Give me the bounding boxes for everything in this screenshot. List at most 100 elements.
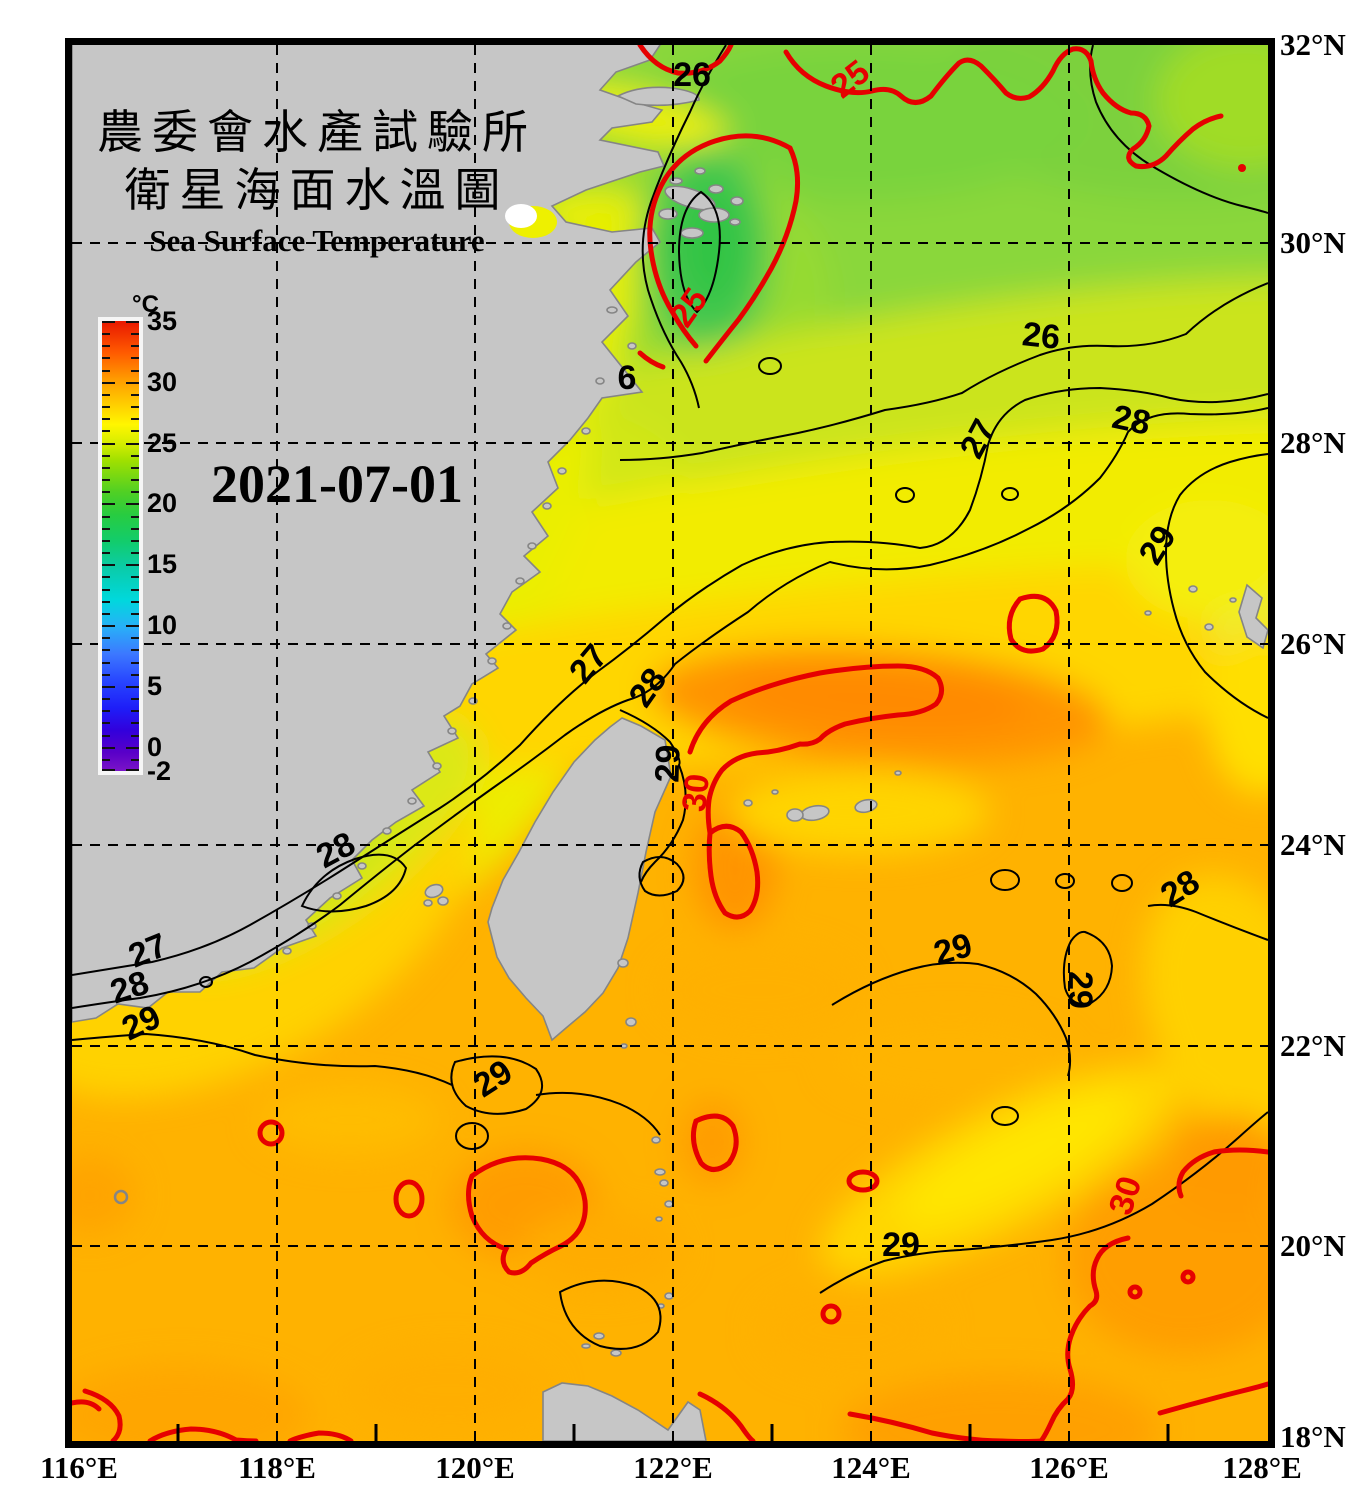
colorbar-tick xyxy=(102,625,115,627)
map-frame: 26 25 25 6 26 27 28 29 27 28 29 30 28 27 28 29 29 29 29 28 2… xyxy=(65,38,1275,1448)
colorbar-tick xyxy=(131,406,139,408)
colorbar-tick xyxy=(102,491,110,493)
colorbar-tick xyxy=(102,528,110,530)
colorbar-tick xyxy=(131,674,139,676)
land-masses xyxy=(72,45,1268,1441)
colorbar-label--2: -2 xyxy=(147,756,172,786)
colorbar-tick xyxy=(131,394,139,396)
colorbar-tick xyxy=(102,552,110,554)
colorbar-label-0: 0 xyxy=(147,731,163,762)
y-axis-label-26°N: 26°N xyxy=(1280,626,1346,661)
colorbar-tick xyxy=(131,479,139,481)
contour-label-26: 26 xyxy=(1020,315,1062,357)
colorbar-tick xyxy=(126,625,139,627)
colorbar-tick xyxy=(102,686,115,688)
y-axis-label-30°N: 30°N xyxy=(1280,225,1346,260)
black-isotherms xyxy=(72,45,1268,1350)
colorbar-tick xyxy=(102,394,110,396)
colorbar-tick xyxy=(126,769,139,771)
x-axis-label-126°E: 126°E xyxy=(1029,1450,1109,1485)
batanes-babuyan-islets xyxy=(581,1136,674,1357)
colorbar-tick xyxy=(126,503,139,505)
colorbar-tick xyxy=(126,686,139,688)
border-ticks xyxy=(176,1424,1170,1441)
x-axis-label-120°E: 120°E xyxy=(435,1450,515,1485)
colorbar-tick xyxy=(102,503,115,505)
colorbar-tick xyxy=(102,637,110,639)
colorbar-tick xyxy=(102,601,110,603)
x-axis-label-116°E: 116°E xyxy=(40,1450,118,1485)
y-axis-label-20°N: 20°N xyxy=(1280,1228,1346,1263)
colorbar-label-35: 35 xyxy=(147,306,178,336)
x-axis-label-122°E: 122°E xyxy=(633,1450,713,1485)
title-zh-line1: 農委會水產試驗所 xyxy=(97,105,537,159)
penghu-islands xyxy=(423,883,449,907)
colorbar-tick xyxy=(131,735,139,737)
map-date: 2021-07-01 xyxy=(211,454,463,514)
colorbar-label-25: 25 xyxy=(147,427,178,458)
luzon-coast xyxy=(542,1382,707,1441)
taiwan-island xyxy=(487,717,672,1042)
colorbar-tick xyxy=(131,637,139,639)
colorbar-tick xyxy=(102,747,115,749)
contour-label-29: 29 xyxy=(648,744,687,783)
colorbar-tick xyxy=(102,430,110,432)
colorbar-tick xyxy=(131,467,139,469)
colorbar-tick xyxy=(131,552,139,554)
colorbar-tick xyxy=(131,601,139,603)
title-block: 農委會水產試驗所 衛星海面水溫圖 Sea Surface Temperature xyxy=(92,103,542,259)
colorbar-tick xyxy=(102,649,110,651)
colorbar-tick xyxy=(102,443,115,445)
colorbar-tick xyxy=(131,357,139,359)
colorbar-tick xyxy=(102,735,110,737)
colorbar-tick xyxy=(102,576,110,578)
taiwan-east-islets xyxy=(617,958,637,1049)
colorbar-tick xyxy=(102,674,110,676)
colorbar-tick xyxy=(102,455,110,457)
y-axis-label-32°N: 32°N xyxy=(1280,27,1346,62)
colorbar-tick xyxy=(102,769,115,771)
colorbar-tick xyxy=(131,528,139,530)
colorbar-tick xyxy=(102,406,110,408)
colorbar-tick xyxy=(131,613,139,615)
colorbar-tick xyxy=(102,321,115,323)
colorbar-tick xyxy=(102,662,110,664)
colorbar: °C 35 30 25 20 15 10 5 0 -2 xyxy=(99,291,289,821)
colorbar-tick xyxy=(131,370,139,372)
title-en: Sea Surface Temperature xyxy=(149,223,485,258)
colorbar-tick xyxy=(102,479,110,481)
y-axis-label-28°N: 28°N xyxy=(1280,425,1346,460)
colorbar-tick xyxy=(131,491,139,493)
title-zh-line2: 衛星海面水溫圖 xyxy=(124,163,510,217)
colorbar-tick xyxy=(131,516,139,518)
colorbar-unit-label: °C xyxy=(132,291,159,318)
colorbar-label-20: 20 xyxy=(147,488,178,519)
contour-label-28: 28 xyxy=(1109,398,1154,443)
chongming-island xyxy=(616,86,700,107)
colorbar-tick xyxy=(126,564,139,566)
colorbar-label-5: 5 xyxy=(147,670,163,701)
colorbar-tick xyxy=(102,345,110,347)
colorbar-tick xyxy=(131,345,139,347)
colorbar-tick xyxy=(131,418,139,420)
colorbar-tick xyxy=(102,467,110,469)
colorbar-tick xyxy=(126,443,139,445)
colorbar-tick xyxy=(131,589,139,591)
colorbar-tick xyxy=(131,333,139,335)
colorbar-tick xyxy=(126,321,139,323)
colorbar-tick xyxy=(131,759,139,761)
colorbar-label-30: 30 xyxy=(147,366,178,397)
x-axis-label-124°E: 124°E xyxy=(831,1450,911,1485)
colorbar-tick xyxy=(102,698,110,700)
contour-label-29: 29 xyxy=(1061,971,1099,1009)
colorbar-tick xyxy=(131,455,139,457)
colorbar-tick xyxy=(102,540,110,542)
y-axis-label-22°N: 22°N xyxy=(1280,1028,1346,1063)
contour-label-30: 30 xyxy=(675,772,717,814)
colorbar-tick xyxy=(131,710,139,712)
colorbar-label-10: 10 xyxy=(147,610,178,641)
colorbar-tick xyxy=(131,430,139,432)
colorbar-tick xyxy=(102,333,110,335)
colorbar-tick xyxy=(102,357,110,359)
